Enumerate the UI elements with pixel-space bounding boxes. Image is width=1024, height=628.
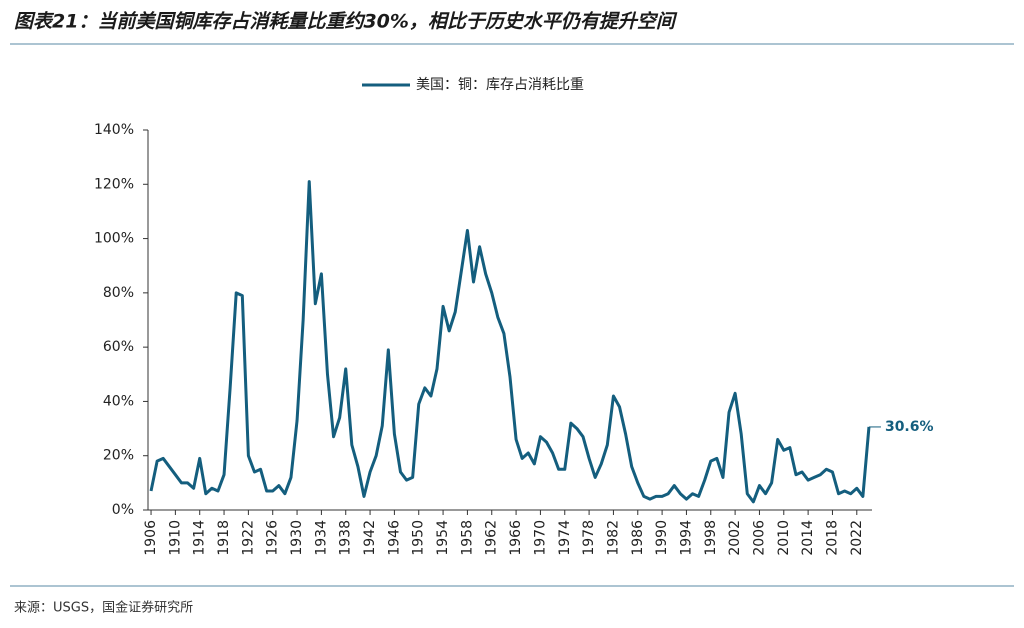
x-tick-label: 1942 (362, 520, 378, 556)
x-tick-label: 1970 (532, 520, 548, 556)
x-tick-label: 1918 (216, 520, 232, 556)
x-tick-label: 1966 (508, 520, 524, 556)
y-tick-label: 100% (94, 231, 134, 247)
x-tick-label: 1950 (411, 520, 427, 556)
data-line (149, 180, 871, 504)
x-tick-label: 1946 (386, 520, 402, 556)
x-tick-label: 2018 (824, 520, 840, 556)
x-tick-label: 2022 (849, 520, 865, 556)
y-tick-label: 60% (103, 339, 134, 355)
y-tick-label: 40% (103, 393, 134, 409)
x-tick-label: 1958 (459, 520, 475, 556)
chart-title: 图表21：当前美国铜库存占消耗量比重约30%，相比于历史水平仍有提升空间 (14, 11, 678, 33)
x-tick-label: 1990 (654, 520, 670, 556)
x-tick-label: 1906 (143, 520, 159, 556)
x-tick-label: 1922 (240, 520, 256, 556)
x-tick-label: 2010 (776, 520, 792, 556)
x-tick-label: 1998 (703, 520, 719, 556)
x-tick-label: 1934 (313, 520, 329, 556)
x-tick-label: 2002 (727, 520, 743, 556)
y-tick-label: 20% (103, 448, 134, 464)
legend-label: 美国：铜：库存占消耗比重 (416, 77, 584, 93)
x-tick-label: 1938 (338, 520, 354, 556)
x-tick-label: 1982 (605, 520, 621, 556)
y-tick-label: 0% (112, 502, 134, 518)
x-tick-label: 1930 (289, 520, 305, 556)
x-tick-label: 1910 (167, 520, 183, 556)
x-tick-label: 2006 (751, 520, 767, 556)
source: 来源：USGS，国金证券研究所 (14, 600, 193, 616)
x-tick-label: 1986 (630, 520, 646, 556)
y-tick-label: 80% (103, 285, 134, 301)
x-tick-label: 1914 (192, 520, 208, 556)
y-tick-label: 140% (94, 122, 134, 138)
annotation: 30.6% (885, 419, 934, 435)
x-tick-label: 1994 (678, 520, 694, 556)
x-tick-label: 1954 (435, 520, 451, 556)
x-tick-label: 1926 (265, 520, 281, 556)
x-tick-label: 1974 (557, 520, 573, 556)
y-tick-label: 120% (94, 176, 134, 192)
x-tick-label: 2014 (800, 520, 816, 556)
x-tick-label: 1962 (484, 520, 500, 556)
x-tick-label: 1978 (581, 520, 597, 556)
